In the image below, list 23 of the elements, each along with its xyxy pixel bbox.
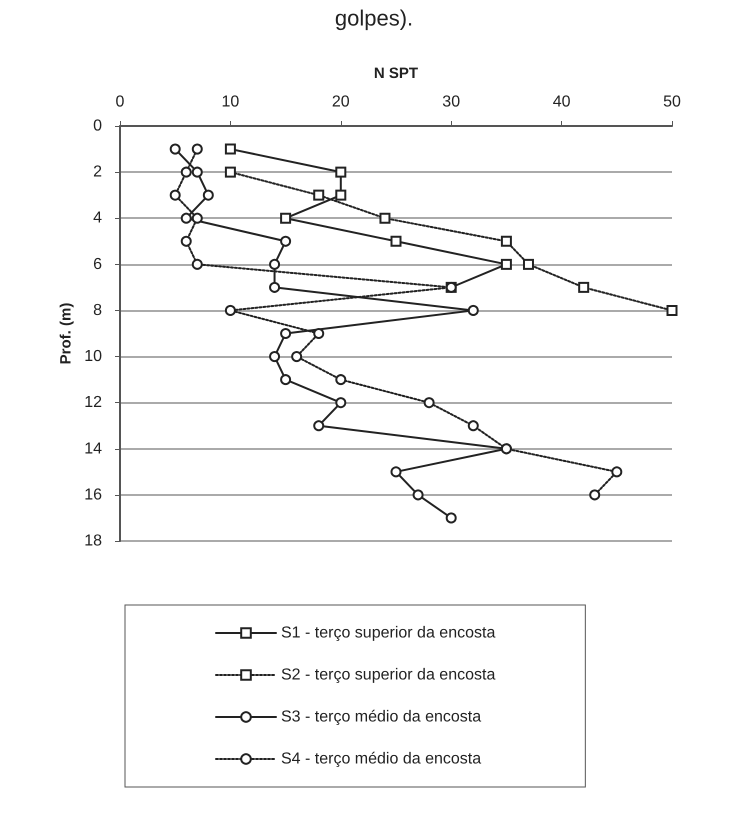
y-tick-label: 4 xyxy=(93,210,102,227)
x-tick-label: 40 xyxy=(552,94,571,110)
y-tick-label: 8 xyxy=(93,302,102,319)
x-tick-label: 10 xyxy=(222,94,240,110)
legend-label: S2 - terço superior da encosta xyxy=(281,666,496,684)
y-tick-label: 14 xyxy=(84,440,102,458)
x-tick-label: 20 xyxy=(332,94,350,110)
x-tick-label: 50 xyxy=(663,94,681,110)
y-tick-label: 16 xyxy=(84,486,102,504)
x-tick-label: 0 xyxy=(116,94,125,110)
chart-title: golpes). xyxy=(334,6,414,30)
y-tick-label: 2 xyxy=(93,164,102,181)
y-axis-title: Prof. (m) xyxy=(57,302,74,364)
legend-label: S1 - terço superior da encosta xyxy=(281,624,496,642)
y-tick-label: 10 xyxy=(84,348,102,366)
legend-label: S3 - terço médio da encosta xyxy=(281,708,482,726)
legend-label: S4 - terço médio da encosta xyxy=(281,750,482,768)
y-tick-label: 12 xyxy=(84,394,102,412)
y-tick-label: 0 xyxy=(93,118,102,134)
y-tick-label: 18 xyxy=(84,532,102,550)
y-tick-label: 6 xyxy=(93,256,102,273)
x-tick-label: 30 xyxy=(442,94,460,110)
x-axis-title: N SPT xyxy=(374,65,418,82)
